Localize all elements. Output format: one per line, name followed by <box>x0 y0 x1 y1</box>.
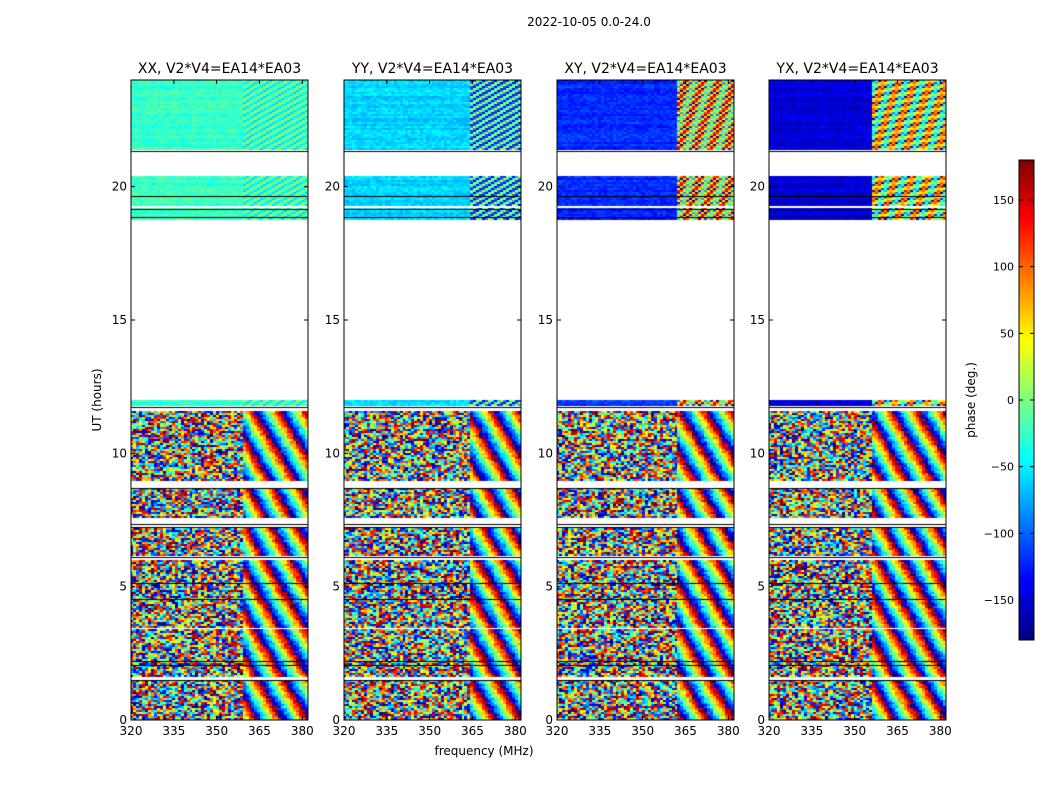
colorbar-label: phase (deg.) <box>964 362 978 438</box>
y-tick-label: 15 <box>538 313 553 327</box>
x-tick-label: 350 <box>205 724 228 738</box>
y-tick-label: 15 <box>750 313 765 327</box>
panel-frame <box>130 79 309 721</box>
x-tick-label: 350 <box>418 724 441 738</box>
x-tick-label: 335 <box>800 724 823 738</box>
panel-frame <box>343 79 522 721</box>
x-tick-label: 365 <box>248 724 271 738</box>
y-tick-label: 5 <box>332 580 340 594</box>
phase-waterfall-image <box>769 80 946 720</box>
x-tick-label: 380 <box>717 724 740 738</box>
x-tick-label: 320 <box>546 724 569 738</box>
colorbar-tick-label: 150 <box>993 194 1014 207</box>
colorbar-tick-label: −50 <box>991 461 1014 474</box>
x-tick-label: 350 <box>843 724 866 738</box>
x-tick-label: 365 <box>674 724 697 738</box>
panel-title: XX, V2*V4=EA14*EA03 <box>138 61 301 77</box>
colorbar: −150 −100 −50 0 50 100 150 phase (deg.) <box>964 159 1035 641</box>
x-tick-label: 380 <box>929 724 952 738</box>
panel-frame <box>768 79 947 721</box>
x-tick-label: 320 <box>120 724 143 738</box>
x-tick-label: 350 <box>631 724 654 738</box>
colorbar-tick-label: 50 <box>1000 327 1014 340</box>
y-axis-label: UT (hours) <box>90 368 104 431</box>
panel-4: YX, V2*V4=EA14*EA03 320 335 350 365 380 0 5 10 15… <box>750 61 952 738</box>
y-tick-label: 20 <box>750 180 765 194</box>
x-tick-label: 335 <box>588 724 611 738</box>
x-tick-label: 320 <box>758 724 781 738</box>
y-tick-label: 10 <box>538 446 553 460</box>
y-tick-label: 0 <box>545 713 553 727</box>
x-tick-label: 365 <box>886 724 909 738</box>
y-tick-label: 20 <box>112 180 127 194</box>
colorbar-tick-label: −100 <box>984 527 1014 540</box>
x-tick-label: 380 <box>291 724 314 738</box>
x-tick-label: 365 <box>461 724 484 738</box>
y-tick-label: 10 <box>325 446 340 460</box>
y-tick-label: 5 <box>757 580 765 594</box>
panel-frame <box>556 79 735 721</box>
x-tick-label: 335 <box>162 724 185 738</box>
x-tick-label: 335 <box>375 724 398 738</box>
y-tick-label: 10 <box>750 446 765 460</box>
y-tick-label: 20 <box>538 180 553 194</box>
panel-title: XY, V2*V4=EA14*EA03 <box>564 61 726 77</box>
figure-suptitle: 2022-10-05 0.0-24.0 <box>527 15 651 29</box>
x-tick-label: 380 <box>504 724 527 738</box>
panel-title: YX, V2*V4=EA14*EA03 <box>775 61 938 77</box>
y-tick-label: 5 <box>545 580 553 594</box>
phase-waterfall-image <box>344 80 521 720</box>
y-tick-label: 15 <box>112 313 127 327</box>
x-tick-label: 320 <box>333 724 356 738</box>
colorbar-tick-label: 100 <box>993 261 1014 274</box>
y-tick-label: 20 <box>325 180 340 194</box>
phase-waterfall-image <box>557 80 734 720</box>
y-tick-label: 5 <box>119 580 127 594</box>
panel-1: XX, V2*V4=EA14*EA03 320 335 350 365 380 0 5 10 15… <box>112 61 314 738</box>
panels-group: XX, V2*V4=EA14*EA03 320 335 350 365 380 0 5 10 15… <box>112 61 952 738</box>
y-tick-label: 10 <box>112 446 127 460</box>
y-tick-label: 15 <box>325 313 340 327</box>
y-tick-label: 0 <box>757 713 765 727</box>
y-tick-label: 0 <box>119 713 127 727</box>
y-tick-label: 0 <box>332 713 340 727</box>
panel-title: YY, V2*V4=EA14*EA03 <box>351 61 513 77</box>
panel-2: YY, V2*V4=EA14*EA03 320 335 350 365 380 0 5 10 15… <box>325 61 527 738</box>
x-axis-label: frequency (MHz) <box>434 744 533 758</box>
phase-waterfall-image <box>131 80 308 720</box>
colorbar-tick-label: 0 <box>1007 394 1014 407</box>
panel-3: XY, V2*V4=EA14*EA03 320 335 350 365 380 0 5 10 15… <box>538 61 740 738</box>
colorbar-tick-label: −150 <box>984 594 1014 607</box>
